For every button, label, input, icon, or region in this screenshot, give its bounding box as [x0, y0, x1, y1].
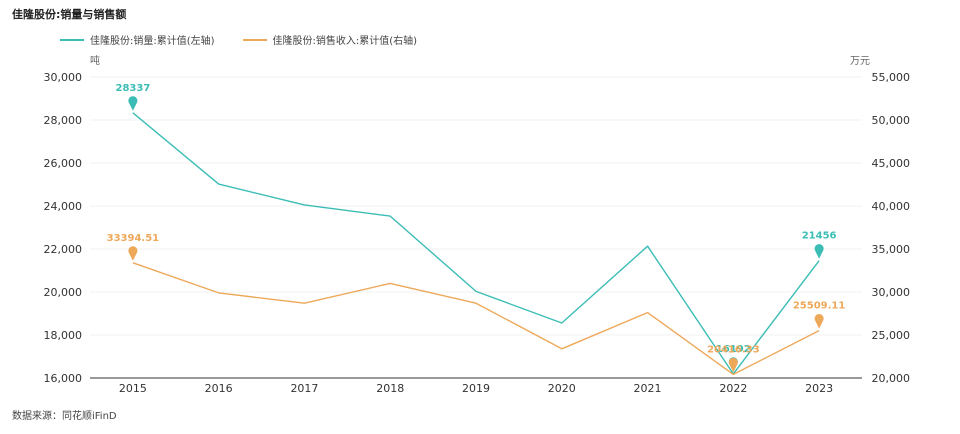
legend-item-sales-revenue[interactable]: 佳隆股份:销售收入:累计值(右轴) — [242, 32, 418, 47]
left-axis-tick-label: 18,000 — [44, 329, 83, 342]
data-label: 25509.11 — [793, 301, 846, 312]
left-axis-tick-label: 26,000 — [44, 157, 83, 170]
x-axis-tick-label: 2023 — [805, 382, 833, 395]
legend: 佳隆股份:销量:累计值(左轴) 佳隆股份:销售收入:累计值(右轴) — [60, 32, 417, 47]
data-point-marker[interactable] — [728, 357, 738, 373]
right-axis-tick-label: 45,000 — [872, 157, 911, 170]
data-label: 20416.33 — [707, 344, 760, 355]
data-point-marker[interactable] — [814, 314, 824, 329]
left-axis-tick-label: 22,000 — [44, 243, 83, 256]
legend-label-sales-revenue: 佳隆股份:销售收入:累计值(右轴) — [272, 36, 418, 47]
series-line-sales-volume — [132, 112, 820, 375]
right-axis-unit: 万元 — [850, 56, 870, 67]
right-axis-tick-label: 50,000 — [872, 114, 911, 127]
data-label: 33394.51 — [107, 233, 160, 244]
chart-title: 佳隆股份:销量与销售额 — [12, 8, 127, 21]
right-axis-tick-label: 30,000 — [872, 286, 911, 299]
data-label: 21456 — [802, 231, 837, 242]
legend-swatch-sales-revenue — [242, 38, 267, 41]
left-axis-tick-label: 24,000 — [44, 200, 83, 213]
x-axis-tick-label: 2021 — [634, 382, 662, 395]
x-axis-tick-label: 2015 — [119, 382, 147, 395]
legend-swatch-sales-volume — [60, 38, 84, 41]
data-label: 28337 — [115, 83, 150, 94]
left-axis-tick-label: 28,000 — [44, 114, 83, 127]
left-axis-tick-label: 30,000 — [44, 71, 83, 84]
left-axis-unit: 吨 — [90, 56, 100, 67]
x-axis-tick-label: 2022 — [719, 382, 747, 395]
left-axis-tick-label: 20,000 — [44, 286, 83, 299]
x-axis-tick-label: 2018 — [376, 382, 404, 395]
right-axis-tick-label: 55,000 — [872, 71, 911, 84]
x-axis-tick-label: 2020 — [548, 382, 576, 395]
right-axis-tick-label: 20,000 — [872, 372, 911, 385]
legend-label-sales-volume: 佳隆股份:销量:累计值(左轴) — [90, 36, 215, 47]
data-label: 16192 — [716, 344, 751, 355]
data-source: 数据来源：同花顺iFinD — [12, 411, 117, 422]
right-axis-tick-label: 40,000 — [872, 200, 911, 213]
x-axis-tick-label: 2017 — [290, 382, 318, 395]
data-point-marker[interactable] — [128, 246, 138, 261]
data-point-marker[interactable] — [128, 96, 138, 111]
x-axis-tick-label: 2019 — [462, 382, 490, 395]
legend-item-sales-volume[interactable]: 佳隆股份:销量:累计值(左轴) — [60, 32, 215, 47]
x-axis-tick-label: 2016 — [205, 382, 233, 395]
right-axis-tick-label: 25,000 — [872, 329, 911, 342]
left-axis-tick-label: 16,000 — [44, 372, 83, 385]
right-axis-tick-label: 35,000 — [872, 243, 911, 256]
data-point-marker[interactable] — [814, 244, 824, 259]
series-line-sales-revenue — [132, 262, 820, 376]
